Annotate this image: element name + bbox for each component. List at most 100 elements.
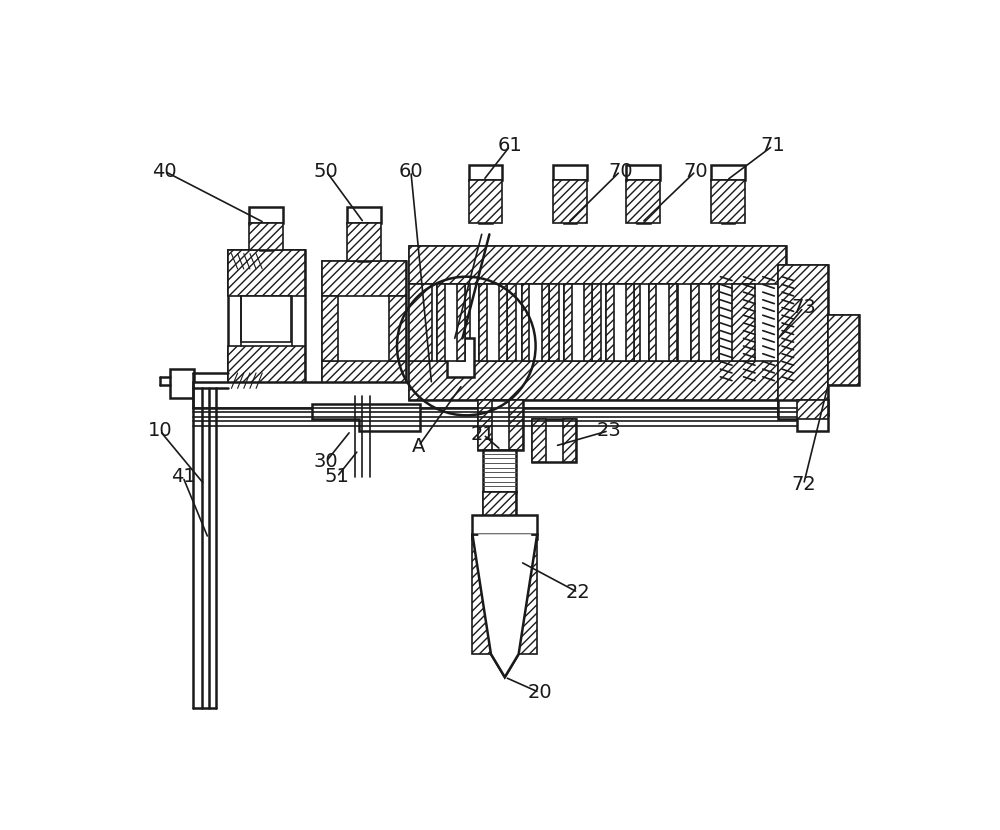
Bar xyxy=(606,285,634,361)
Bar xyxy=(616,285,640,361)
Bar xyxy=(483,492,516,535)
Polygon shape xyxy=(472,535,537,677)
Bar xyxy=(655,285,678,361)
Bar xyxy=(584,285,592,361)
Bar xyxy=(478,400,523,450)
Bar xyxy=(322,261,406,396)
Bar xyxy=(626,180,660,222)
Bar xyxy=(626,285,634,361)
Bar xyxy=(322,361,406,396)
Bar xyxy=(170,369,194,398)
Bar xyxy=(649,285,677,361)
Bar xyxy=(649,285,656,361)
Polygon shape xyxy=(312,403,420,431)
Bar xyxy=(478,400,492,450)
Bar xyxy=(409,246,786,400)
Text: 60: 60 xyxy=(399,162,423,181)
Bar xyxy=(669,285,677,361)
Text: 50: 50 xyxy=(314,162,339,181)
Bar xyxy=(322,261,406,296)
Bar xyxy=(469,180,502,222)
Bar xyxy=(479,285,487,361)
Bar xyxy=(542,285,549,361)
Text: 72: 72 xyxy=(791,475,816,494)
Bar xyxy=(711,165,745,180)
Bar xyxy=(409,285,432,361)
Bar xyxy=(493,285,516,361)
Bar xyxy=(509,400,523,450)
Bar xyxy=(483,492,516,535)
Bar xyxy=(637,180,650,222)
Text: 10: 10 xyxy=(148,421,172,440)
Bar xyxy=(483,450,516,492)
Bar xyxy=(472,515,537,539)
Bar xyxy=(228,250,305,292)
Text: A: A xyxy=(412,437,425,456)
Bar xyxy=(626,165,660,180)
Bar xyxy=(778,265,828,415)
Bar xyxy=(479,180,492,222)
Bar xyxy=(409,361,786,400)
Text: 21: 21 xyxy=(471,425,496,444)
Bar xyxy=(193,382,797,408)
Bar xyxy=(522,285,529,361)
Bar xyxy=(536,285,559,361)
Polygon shape xyxy=(778,400,828,431)
Bar xyxy=(322,296,338,361)
Text: 70: 70 xyxy=(683,162,708,181)
Text: 71: 71 xyxy=(760,136,785,155)
Bar xyxy=(447,339,474,377)
Bar xyxy=(563,419,576,461)
Bar xyxy=(228,346,305,393)
Bar xyxy=(409,246,786,285)
Bar xyxy=(553,165,587,180)
Bar xyxy=(260,222,272,250)
Bar xyxy=(553,180,587,222)
Bar xyxy=(249,208,283,222)
Bar xyxy=(732,285,755,361)
Text: 70: 70 xyxy=(608,162,633,181)
Bar xyxy=(447,285,470,361)
Bar xyxy=(564,285,592,361)
Bar xyxy=(691,285,699,361)
Polygon shape xyxy=(479,535,531,670)
Bar xyxy=(564,285,572,361)
Bar xyxy=(711,180,745,222)
Bar xyxy=(778,265,828,415)
Bar xyxy=(797,400,828,419)
Text: 51: 51 xyxy=(325,467,349,486)
Bar xyxy=(347,208,381,222)
Bar xyxy=(722,180,734,222)
Bar xyxy=(249,222,283,250)
Bar xyxy=(711,285,719,361)
Bar xyxy=(499,285,507,361)
Bar xyxy=(522,285,549,361)
Bar xyxy=(828,315,859,384)
Bar xyxy=(472,535,537,654)
Bar xyxy=(693,285,717,361)
Bar xyxy=(437,285,465,361)
Bar xyxy=(241,296,291,342)
Bar xyxy=(479,285,507,361)
Text: 30: 30 xyxy=(314,452,338,471)
Bar xyxy=(389,296,406,361)
Bar xyxy=(606,285,614,361)
Text: 73: 73 xyxy=(791,298,816,317)
Bar xyxy=(228,250,305,393)
Text: 40: 40 xyxy=(152,162,177,181)
Bar xyxy=(828,315,859,384)
Text: 23: 23 xyxy=(596,421,621,440)
Bar xyxy=(691,285,719,361)
Bar xyxy=(358,222,370,261)
Bar xyxy=(564,180,576,222)
Bar xyxy=(469,165,502,180)
Bar xyxy=(228,250,305,296)
Bar xyxy=(437,285,445,361)
Bar xyxy=(532,419,576,461)
Polygon shape xyxy=(472,535,537,677)
Text: 41: 41 xyxy=(171,467,195,486)
Text: 61: 61 xyxy=(498,136,523,155)
Bar xyxy=(228,350,305,393)
Bar xyxy=(457,285,465,361)
Bar xyxy=(532,419,546,461)
